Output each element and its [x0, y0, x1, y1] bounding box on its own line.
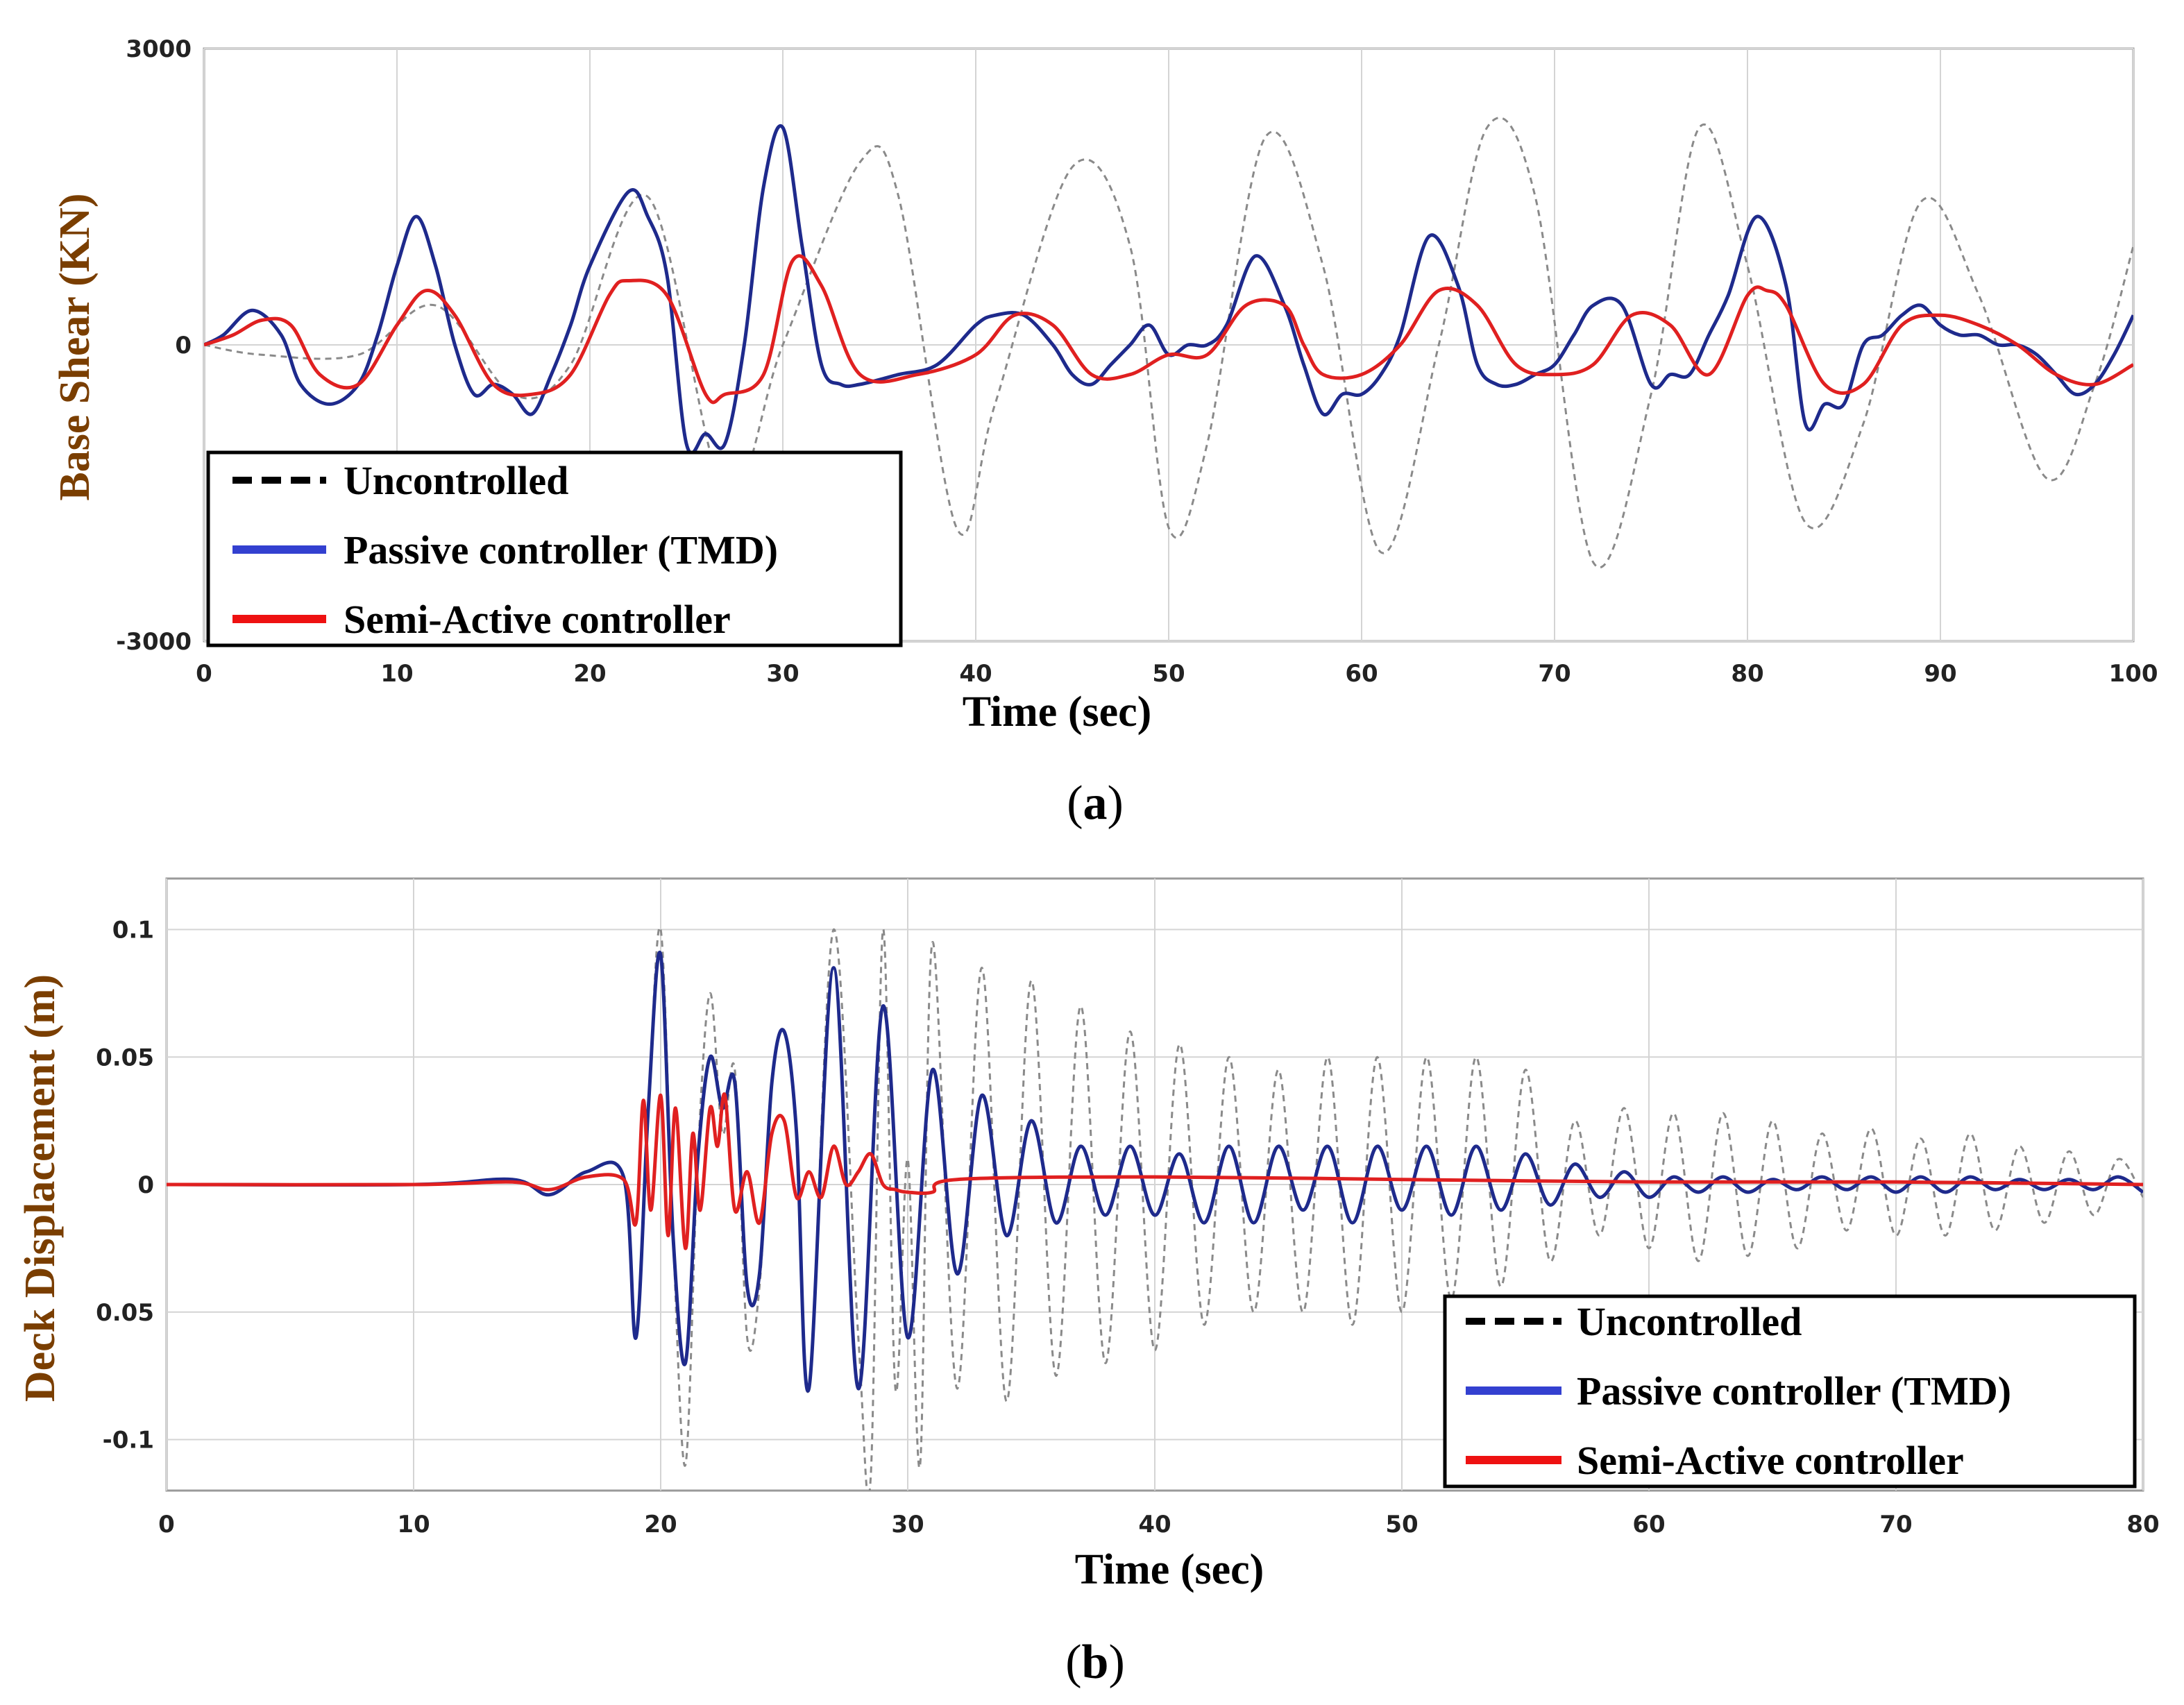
plot-a-xtick-label: 60: [1345, 660, 1378, 688]
plot-b-series-semi: [167, 1092, 2143, 1250]
plot-a-xlabel: Time (sec): [963, 688, 1152, 736]
legend-b-uncontrolled-label: Uncontrolled: [1577, 1299, 1802, 1344]
plot-a-lines: [204, 117, 2133, 569]
legend-b-passive-label: Passive controller (TMD): [1577, 1368, 2011, 1414]
plot-a-xtick-label: 70: [1538, 660, 1571, 688]
plot-a-xtick-label: 100: [2109, 660, 2158, 688]
legend-a-uncontrolled-label: Uncontrolled: [344, 458, 568, 503]
plot-a-xtick-label: 40: [959, 660, 992, 688]
plot-a-series-semi: [204, 254, 2133, 405]
plot-a-y-ticks: 3000 0 -3000: [116, 35, 192, 656]
legend-b-semi-label: Semi-Active controller: [1577, 1438, 1964, 1483]
plot-a-series-uncontrolled: [204, 117, 2133, 569]
plot-a-xtick-label: 50: [1152, 660, 1185, 688]
plot-b-xtick-label: 80: [2126, 1511, 2159, 1538]
plot-b-x-ticks: 0 10 20 30 40 50 60 70 80: [158, 1511, 2160, 1538]
plot-a-ytick-label: 3000: [126, 35, 192, 63]
plot-a-legend: Uncontrolled Passive controller (TMD) Se…: [206, 450, 903, 647]
caption-a: (a): [1067, 777, 1124, 830]
plot-b-xlabel: Time (sec): [1075, 1546, 1264, 1593]
plot-b-lines: [167, 926, 2143, 1491]
plot-a-ylabel: Base Shear (KN): [51, 193, 99, 500]
plot-b-ytick-label: 0.05: [96, 1044, 154, 1071]
plot-b-y-ticks: 0.1 0.05 0 0.05 -0.1: [96, 917, 154, 1454]
plot-b-ytick-label: 0.05: [96, 1299, 154, 1327]
plot-b-xtick-label: 50: [1385, 1511, 1418, 1538]
plot-b-ytick-label: 0: [137, 1171, 154, 1199]
plot-b-xtick-label: 30: [891, 1511, 924, 1538]
plot-b-series-passive: [167, 951, 2143, 1393]
plot-a-ytick-label: -3000: [116, 628, 192, 656]
plot-b-xtick-label: 70: [1879, 1511, 1912, 1538]
plot-a-xtick-label: 20: [573, 660, 606, 688]
plot-b-xtick-label: 10: [397, 1511, 430, 1538]
plot-b-xtick-label: 0: [158, 1511, 175, 1538]
legend-a-semi-label: Semi-Active controller: [344, 597, 731, 642]
plot-b-xtick-label: 40: [1138, 1511, 1171, 1538]
plot-a-xtick-label: 30: [766, 660, 799, 688]
caption-a-letter: a: [1083, 777, 1108, 830]
caption-b: (b): [1065, 1636, 1125, 1689]
plot-b-ylabel: Deck Displacement (m): [17, 974, 64, 1402]
plot-a-ytick-label: 0: [175, 332, 192, 359]
panel-b: 0.1 0.05 0 0.05 -0.1 0 10 20 30 40 50 60 70 80 Deck …: [17, 877, 2160, 1689]
plot-b-xtick-label: 60: [1632, 1511, 1665, 1538]
legend-a-passive-label: Passive controller (TMD): [344, 527, 778, 572]
plot-b-xtick-label: 20: [644, 1511, 677, 1538]
plot-a-xtick-label: 0: [196, 660, 212, 688]
plot-a-xtick-label: 90: [1924, 660, 1956, 688]
plot-b-legend: Uncontrolled Passive controller (TMD) Se…: [1443, 1294, 2137, 1488]
plot-b-ytick-label: -0.1: [103, 1427, 154, 1454]
plot-a-xtick-label: 10: [380, 660, 413, 688]
plot-b-ytick-label: 0.1: [112, 917, 154, 944]
plot-a-x-ticks: 0 10 20 30 40 50 60 70 80 90 100: [196, 660, 2158, 688]
plot-a-xtick-label: 80: [1731, 660, 1763, 688]
plot-b-series-uncontrolled: [167, 926, 2143, 1491]
caption-b-letter: b: [1082, 1636, 1109, 1689]
